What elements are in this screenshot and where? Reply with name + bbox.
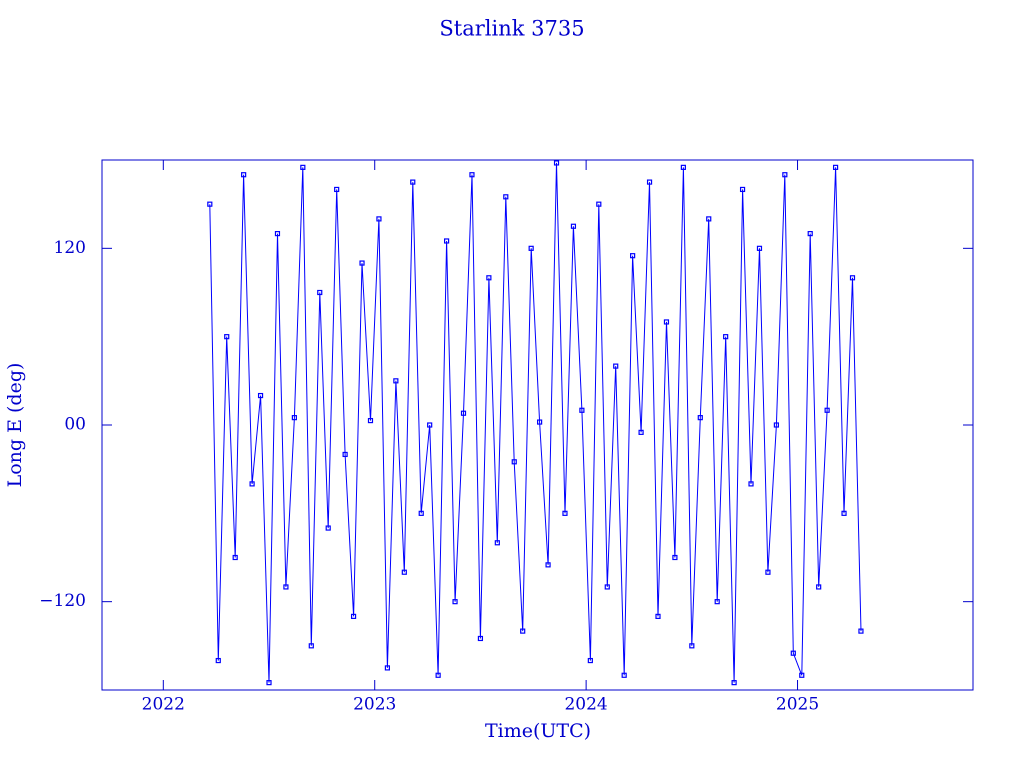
point-marker (367, 417, 374, 424)
point-marker (807, 231, 813, 237)
point-marker (359, 260, 365, 266)
point-marker (545, 562, 551, 568)
point-marker (274, 231, 281, 237)
point-marker (790, 650, 796, 656)
point-marker (427, 422, 433, 428)
series-line (209, 162, 862, 683)
point-marker (401, 569, 407, 575)
point-marker (630, 253, 636, 259)
point-marker (638, 429, 644, 435)
point-marker (849, 275, 856, 281)
point-marker (291, 415, 297, 421)
point-marker (241, 172, 247, 178)
x-tick-label: 2022 (142, 695, 185, 715)
point-marker (604, 584, 610, 590)
point-marker (477, 635, 484, 642)
point-marker (342, 451, 348, 458)
point-marker (723, 334, 729, 340)
point-marker (824, 407, 830, 413)
point-marker (224, 334, 230, 340)
point-marker (300, 164, 306, 170)
point-marker (689, 643, 695, 649)
point-marker (308, 643, 314, 649)
point-marker (435, 672, 441, 678)
point-marker (317, 289, 323, 296)
point-marker (486, 275, 492, 281)
point-marker (410, 179, 416, 185)
point-marker (587, 657, 593, 664)
point-marker (680, 164, 686, 170)
x-tick-label: 2023 (353, 695, 396, 715)
point-marker (731, 680, 737, 686)
point-marker (816, 584, 822, 590)
point-marker (215, 657, 221, 664)
point-marker (384, 665, 391, 671)
point-marker (232, 554, 238, 561)
point-marker (663, 319, 670, 325)
point-marker (452, 599, 458, 605)
point-marker (350, 613, 357, 619)
chart-title: Starlink 3735 (439, 17, 584, 41)
point-marker (266, 680, 272, 686)
point-marker (494, 540, 500, 546)
point-marker (469, 172, 475, 178)
point-marker (621, 672, 627, 678)
point-marker (858, 628, 864, 634)
point-marker (334, 186, 340, 193)
x-tick-label: 2024 (564, 695, 607, 715)
point-marker (562, 510, 568, 516)
point-marker (596, 201, 602, 207)
point-marker (832, 164, 839, 170)
point-marker (418, 510, 424, 516)
point-marker (283, 584, 289, 590)
point-marker (697, 415, 703, 421)
point-marker (773, 422, 779, 428)
y-tick-label: 120 (54, 238, 86, 258)
point-marker (646, 179, 653, 185)
y-tick-label: −120 (39, 591, 86, 611)
point-marker (528, 245, 534, 251)
point-marker (739, 186, 746, 193)
point-marker (460, 410, 467, 416)
point-marker (782, 172, 788, 178)
point-marker (511, 459, 517, 465)
point-marker (520, 628, 526, 634)
point-marker (765, 569, 771, 575)
point-marker (799, 672, 805, 678)
point-marker (503, 194, 509, 200)
point-marker (706, 216, 712, 222)
point-marker (613, 363, 619, 369)
point-marker (748, 481, 754, 487)
point-marker (756, 245, 763, 251)
point-marker (841, 510, 847, 516)
point-marker (655, 613, 661, 619)
point-marker (553, 160, 560, 166)
point-marker (443, 238, 450, 244)
point-marker (257, 392, 264, 399)
point-marker (249, 481, 255, 487)
point-marker (325, 525, 331, 531)
point-marker (570, 223, 577, 229)
point-marker (207, 201, 213, 207)
x-tick-label: 2025 (776, 695, 819, 715)
point-marker (579, 407, 585, 413)
point-marker (714, 599, 720, 605)
point-marker (376, 216, 382, 222)
y-tick-label: 00 (64, 415, 86, 435)
point-marker (672, 554, 678, 561)
y-axis-label: Long E (deg) (4, 363, 26, 488)
point-marker (537, 419, 543, 425)
point-marker (393, 378, 399, 384)
x-axis-label: Time(UTC) (485, 720, 591, 742)
